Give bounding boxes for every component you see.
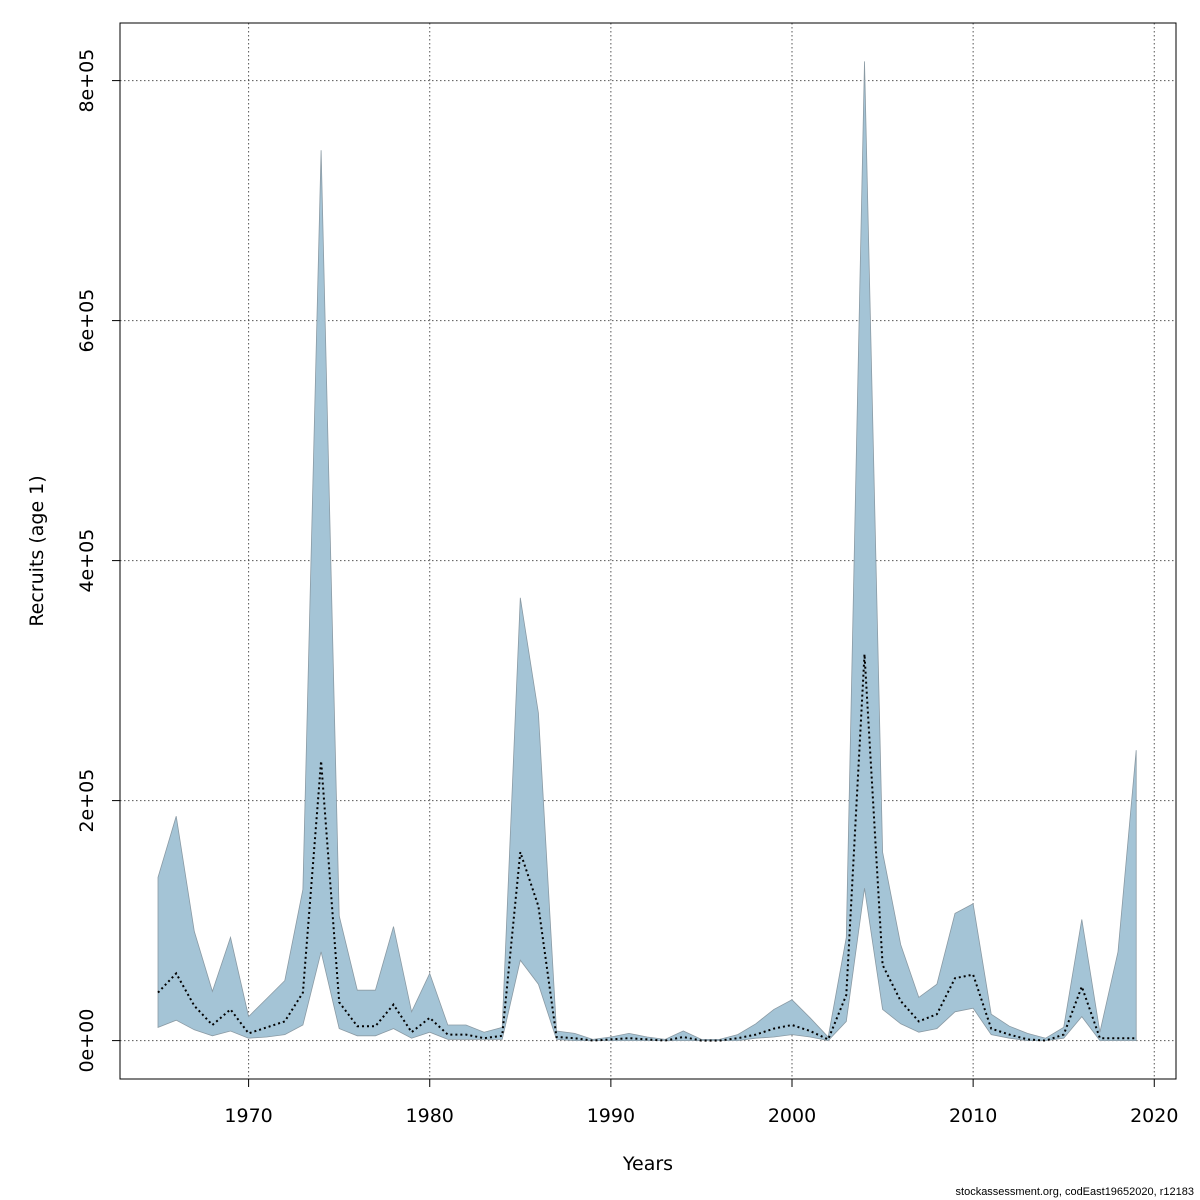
x-tick-label: 2000 <box>768 1105 816 1127</box>
y-axis-title: Recruits (age 1) <box>26 475 48 626</box>
y-tick-label: 6e+05 <box>76 289 98 353</box>
confidence-band-group <box>157 61 1137 1042</box>
x-tick-label: 1980 <box>406 1105 454 1127</box>
x-axis: 1970 1980 1990 2000 2010 2020 <box>224 1079 1178 1127</box>
y-tick-label: 4e+05 <box>76 529 98 593</box>
y-axis: 0e+00 2e+05 4e+05 6e+05 8e+05 <box>76 49 120 1073</box>
x-tick-label: 2020 <box>1130 1105 1178 1127</box>
y-tick-label: 2e+05 <box>76 769 98 833</box>
grid-lines <box>120 23 1176 1079</box>
y-tick-label: 0e+00 <box>76 1009 98 1073</box>
x-tick-label: 2010 <box>949 1105 997 1127</box>
estimate-line <box>157 654 1137 1042</box>
footer-credit: stockassessment.org, codEast19652020, r1… <box>955 1186 1194 1198</box>
x-tick-label: 1970 <box>224 1105 272 1127</box>
estimate-line-group <box>157 654 1137 1042</box>
x-axis-title: Years <box>622 1153 673 1175</box>
y-tick-label: 8e+05 <box>76 49 98 113</box>
confidence-band <box>157 61 1137 1042</box>
plot-frame <box>119 22 1177 1080</box>
x-tick-label: 1990 <box>587 1105 635 1127</box>
